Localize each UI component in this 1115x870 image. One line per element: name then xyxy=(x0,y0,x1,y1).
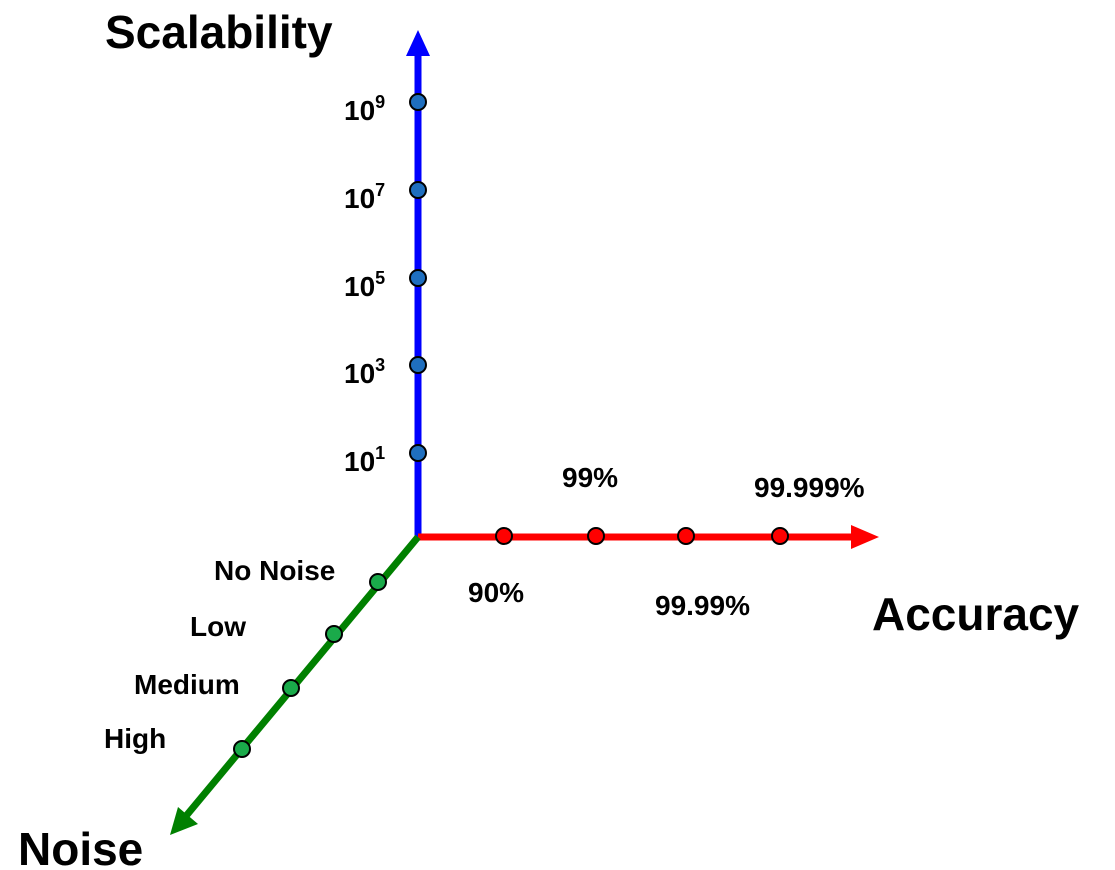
noise-axis-title: Noise xyxy=(18,823,143,870)
noise-tick-dot xyxy=(369,573,387,591)
scalability-tick-dot xyxy=(409,269,427,287)
scalability-tick-label: 101 xyxy=(344,443,385,477)
accuracy-tick-label: 99% xyxy=(562,462,618,493)
noise-tick-dot xyxy=(325,625,343,643)
noise-arrow-icon xyxy=(170,807,198,835)
scalability-tick-dot xyxy=(409,356,427,374)
noise-tick-label: Low xyxy=(190,611,246,642)
scalability-tick-label: 103 xyxy=(344,355,385,389)
scalability-tick-dot xyxy=(409,181,427,199)
scalability-tick-dot xyxy=(409,93,427,111)
noise-tick-dot xyxy=(233,740,251,758)
scalability-tick-label: 105 xyxy=(344,268,385,302)
scalability-arrow-icon xyxy=(406,30,430,56)
accuracy-axis: Accuracy 90% 99% 99.99% 99.999% xyxy=(418,462,1080,640)
scalability-tick-label: 107 xyxy=(344,180,385,214)
noise-tick-label: No Noise xyxy=(214,555,335,586)
noise-axis: Noise No Noise Low Medium High xyxy=(18,534,421,870)
noise-tick-dot xyxy=(282,679,300,697)
scalability-tick-dot xyxy=(409,444,427,462)
accuracy-tick-dot xyxy=(677,527,695,545)
accuracy-tick-dot xyxy=(587,527,605,545)
scalability-tick-label: 109 xyxy=(344,92,385,126)
accuracy-tick-dot xyxy=(771,527,789,545)
accuracy-tick-label: 99.99% xyxy=(655,590,750,621)
noise-tick-label: Medium xyxy=(134,669,240,700)
accuracy-axis-title: Accuracy xyxy=(872,588,1080,640)
scalability-axis-title: Scalability xyxy=(105,6,333,58)
scalability-axis: Scalability 101 103 105 107 109 xyxy=(105,6,430,537)
noise-tick-label: High xyxy=(104,723,166,754)
accuracy-arrow-icon xyxy=(851,525,879,549)
accuracy-tick-dot xyxy=(495,527,513,545)
accuracy-tick-label: 99.999% xyxy=(754,472,865,503)
accuracy-tick-label: 90% xyxy=(468,577,524,608)
